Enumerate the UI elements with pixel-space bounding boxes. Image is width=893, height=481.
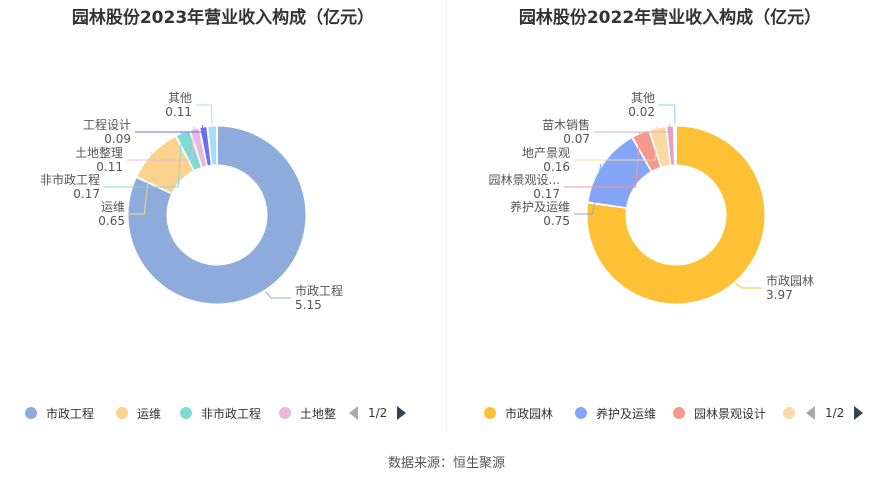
legend-dot <box>484 407 496 419</box>
legend-label: 园林景观设计 <box>694 406 767 421</box>
legend-label: 土地整 <box>300 406 337 421</box>
page-indicator: 1/2 <box>368 406 388 420</box>
legend-item[interactable]: 市政园林 <box>484 402 553 424</box>
legend-label: 运维 <box>137 406 162 421</box>
legend-dot <box>180 407 192 419</box>
legend-item[interactable]: 市政工程 <box>25 402 94 424</box>
legend-label: 养护及运维 <box>596 406 657 421</box>
leader-line <box>135 124 204 133</box>
slice-label: 土地整理 <box>75 145 123 160</box>
leader-line <box>129 151 152 215</box>
leader-line <box>735 283 762 289</box>
legend-label: 市政工程 <box>46 406 95 421</box>
slice-label: 其他 <box>631 91 655 105</box>
slice-label: 园林景观设... <box>489 173 560 187</box>
legend-label: 非市政工程 <box>201 406 262 421</box>
legend-item[interactable]: 非市政工程 <box>180 402 261 424</box>
page-prev-icon[interactable] <box>806 406 815 420</box>
slice-value: 0.17 <box>533 187 560 201</box>
donut-slice <box>586 125 766 305</box>
slice-value: 3.97 <box>766 288 793 302</box>
donut-slice <box>632 129 662 172</box>
legend-dot <box>575 407 587 419</box>
page-next-icon[interactable] <box>397 406 407 420</box>
legend: 市政工程 运维 非市政工程 土地整 1/2 <box>0 402 446 424</box>
legend-dot <box>25 407 37 419</box>
legend-dot <box>279 407 291 419</box>
page-next-icon[interactable] <box>854 406 864 420</box>
slice-value: 0.16 <box>543 160 570 174</box>
slice-value: 0.07 <box>563 132 590 146</box>
leader-line <box>265 291 291 299</box>
legend-item[interactable]: 土地整 <box>279 402 336 424</box>
donut-slice <box>189 127 208 168</box>
donut-slice <box>175 129 203 172</box>
slice-label: 地产景观 <box>522 146 570 160</box>
leader-line <box>196 104 213 125</box>
donut-slice <box>207 125 218 166</box>
leader-line <box>574 125 658 161</box>
donut-slice <box>666 125 675 166</box>
slice-label: 其他 <box>168 91 192 105</box>
legend-pager: 1/2 <box>806 402 864 424</box>
legend-item[interactable]: 运维 <box>116 402 161 424</box>
legend-label: 市政园林 <box>505 406 554 421</box>
legend-pager: 1/2 <box>349 402 407 424</box>
chart-title: 园林股份2022年营业收入构成（亿元） <box>518 8 822 28</box>
chart-2023: 园林股份2023年营业收入构成（亿元） 市政工程 5.15 运维 0.65 非市政工程 0… <box>0 0 446 430</box>
chart-title: 园林股份2023年营业收入构成（亿元） <box>71 8 375 28</box>
donut-slice <box>127 125 307 305</box>
donut-slice <box>587 137 652 209</box>
leader-line <box>574 163 602 215</box>
legend-dot <box>116 407 128 419</box>
legend-item[interactable]: 园林景观设计 <box>673 402 766 424</box>
slice-value: 0.11 <box>165 105 192 119</box>
donut-chart-2023: 市政工程5.15运维0.65非市政工程0.17土地整理0.11工程设计0.09其… <box>40 91 343 312</box>
slice-label: 养护及运维 <box>510 199 570 214</box>
slice-label: 工程设计 <box>83 117 131 132</box>
donut-slice <box>673 125 677 166</box>
slice-value: 0.17 <box>73 187 100 201</box>
legend-item[interactable]: 养护及运维 <box>575 402 656 424</box>
divider <box>446 0 447 430</box>
legend-dot <box>673 407 685 419</box>
slice-value: 5.15 <box>295 298 322 312</box>
leader-line <box>127 126 195 161</box>
legend-item[interactable] <box>783 402 804 424</box>
legend: 市政园林 养护及运维 园林景观设计 1/2 <box>447 402 893 424</box>
donut-slice <box>649 126 671 168</box>
data-source: 数据来源：恒生聚源 <box>387 456 505 471</box>
leader-line <box>564 131 641 188</box>
page-indicator: 1/2 <box>825 406 845 420</box>
leader-line <box>659 104 676 125</box>
slice-value: 0.65 <box>98 214 125 228</box>
slice-value: 0.02 <box>628 105 655 119</box>
slice-value: 0.75 <box>543 214 570 228</box>
slice-label: 市政园林 <box>766 273 814 288</box>
leader-line <box>104 130 183 188</box>
slice-label: 非市政工程 <box>40 172 100 187</box>
slice-label: 运维 <box>101 200 125 214</box>
slice-value: 0.11 <box>96 160 123 174</box>
slice-label: 市政工程 <box>295 283 343 298</box>
chart-2022: 园林股份2022年营业收入构成（亿元） 市政园林 3.97 养护及运维 0.75 园林景… <box>447 0 893 430</box>
page-prev-icon[interactable] <box>349 406 358 420</box>
leader-line <box>594 124 671 133</box>
slice-value: 0.09 <box>104 132 131 146</box>
slice-label: 苗木销售 <box>542 117 590 132</box>
legend-dot <box>783 407 795 419</box>
